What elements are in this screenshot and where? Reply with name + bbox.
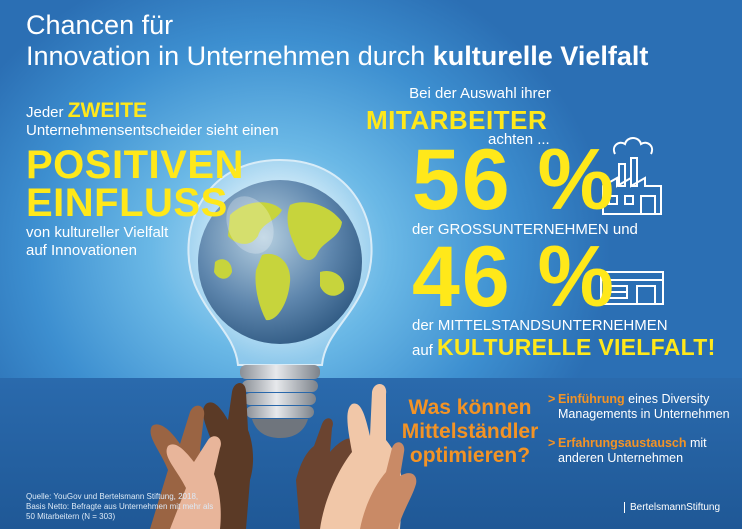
zweite-text: ZWEITE <box>67 99 148 122</box>
auf-text: auf <box>412 342 438 359</box>
page-title: Chancen für Innovation in Unternehmen du… <box>26 10 648 72</box>
left-line-4: auf Innovationen <box>26 242 137 259</box>
building-icon <box>600 271 664 305</box>
left-statement: Jeder ZWEITE Unternehmensentscheider sie… <box>26 99 326 260</box>
right-intro: Bei der Auswahl ihrer <box>409 85 551 102</box>
percent-large-companies: 56 % <box>412 132 617 228</box>
large-companies-desc: der GROSSUNTERNEHMEN und <box>412 221 638 238</box>
question-line-2: Mittelständler <box>401 420 539 443</box>
left-line-1: Jeder ZWEITE <box>26 99 326 122</box>
achten-text: achten ... <box>488 131 550 148</box>
list-item: > Erfahrungsaustausch mit anderen Unterne… <box>548 436 733 466</box>
kulturelle-vielfalt-text: KULTURELLE VIELFALT! <box>437 334 716 360</box>
medium-companies-desc: der MITTELSTANDSUNTERNEHMEN <box>412 317 668 334</box>
bullet-rest: eines Diversity Managements in Unternehm… <box>558 392 730 421</box>
title-line-2-bold: kulturelle Vielfalt <box>432 41 649 71</box>
percent-medium-companies: 46 % <box>412 229 617 325</box>
einfluss-text: EINFLUSS <box>26 181 228 225</box>
source-note: Quelle: YouGov und Bertelsmann Stiftung,… <box>26 492 214 521</box>
positiven-text: POSITIVEN <box>26 143 244 187</box>
title-line-1: Chancen für <box>26 10 174 40</box>
list-item: > Einführung eines Diversity Managements … <box>548 392 733 422</box>
left-line-2: Unternehmensentscheider sieht einen <box>26 122 279 139</box>
brand-logo: BertelsmannStiftung <box>624 502 720 513</box>
bullet-rest: mit anderen Unternehmen <box>558 436 707 465</box>
chevron-right-icon: > <box>548 392 556 406</box>
question-heading: Was können Mittelständler optimieren? <box>400 396 540 468</box>
title-line-2: Innovation in Unternehmen durch kulturel… <box>26 41 648 72</box>
mitarbeiter-text: MITARBEITER <box>366 105 548 135</box>
jeder-text: Jeder <box>26 104 68 121</box>
chevron-right-icon: > <box>548 436 556 450</box>
left-line-3: von kultureller Vielfalt <box>26 224 169 241</box>
cultural-diversity-line: auf KULTURELLE VIELFALT! <box>412 334 716 361</box>
question-line-3: optimieren? <box>409 444 531 467</box>
bullet-key: Erfahrungsaustausch <box>558 436 687 450</box>
factory-icon <box>602 137 662 215</box>
question-line-1: Was können <box>408 396 532 419</box>
optimization-list: > Einführung eines Diversity Managements … <box>548 392 733 480</box>
bullet-key: Einführung <box>558 392 625 406</box>
title-line-2-plain: Innovation in Unternehmen durch <box>26 41 433 71</box>
